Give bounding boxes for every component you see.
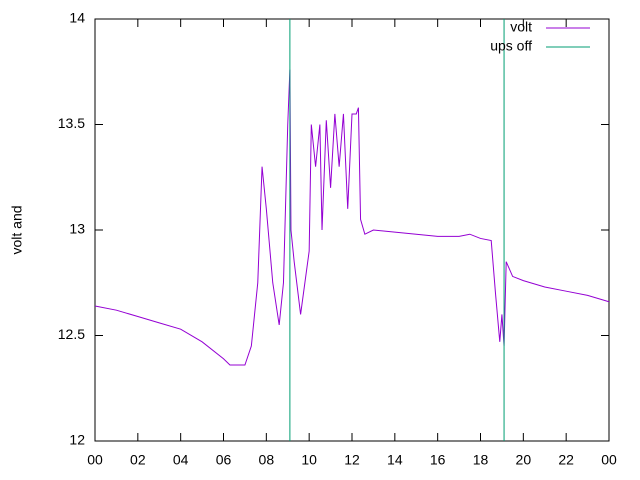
series-line (94, 69, 610, 366)
x-tick-label: 18 (473, 452, 489, 468)
y-axis-label: volt and (9, 205, 25, 254)
y-tick-label: 13 (69, 221, 85, 237)
plot-frame (94, 18, 610, 442)
y-tick-label: 13.5 (58, 115, 85, 131)
x-tick-label: 02 (130, 452, 146, 468)
x-tick-label: 20 (516, 452, 532, 468)
x-tick-label: 06 (216, 452, 232, 468)
x-tick-label: 16 (430, 452, 446, 468)
x-tick-label: 12 (344, 452, 360, 468)
x-tick-label: 22 (558, 452, 574, 468)
x-tick-label: 00 (87, 452, 103, 468)
y-tick-label: 12.5 (58, 326, 85, 342)
x-tick-label: 08 (259, 452, 275, 468)
y-tick-label: 14 (69, 10, 85, 26)
legend-label: ups off (490, 38, 532, 54)
x-tick-label: 04 (173, 452, 189, 468)
x-tick-label: 00 (601, 452, 617, 468)
legend-label: volt (510, 19, 532, 35)
x-tick-label: 10 (301, 452, 317, 468)
x-tick-label: 14 (387, 452, 403, 468)
y-tick-label: 12 (69, 432, 85, 448)
